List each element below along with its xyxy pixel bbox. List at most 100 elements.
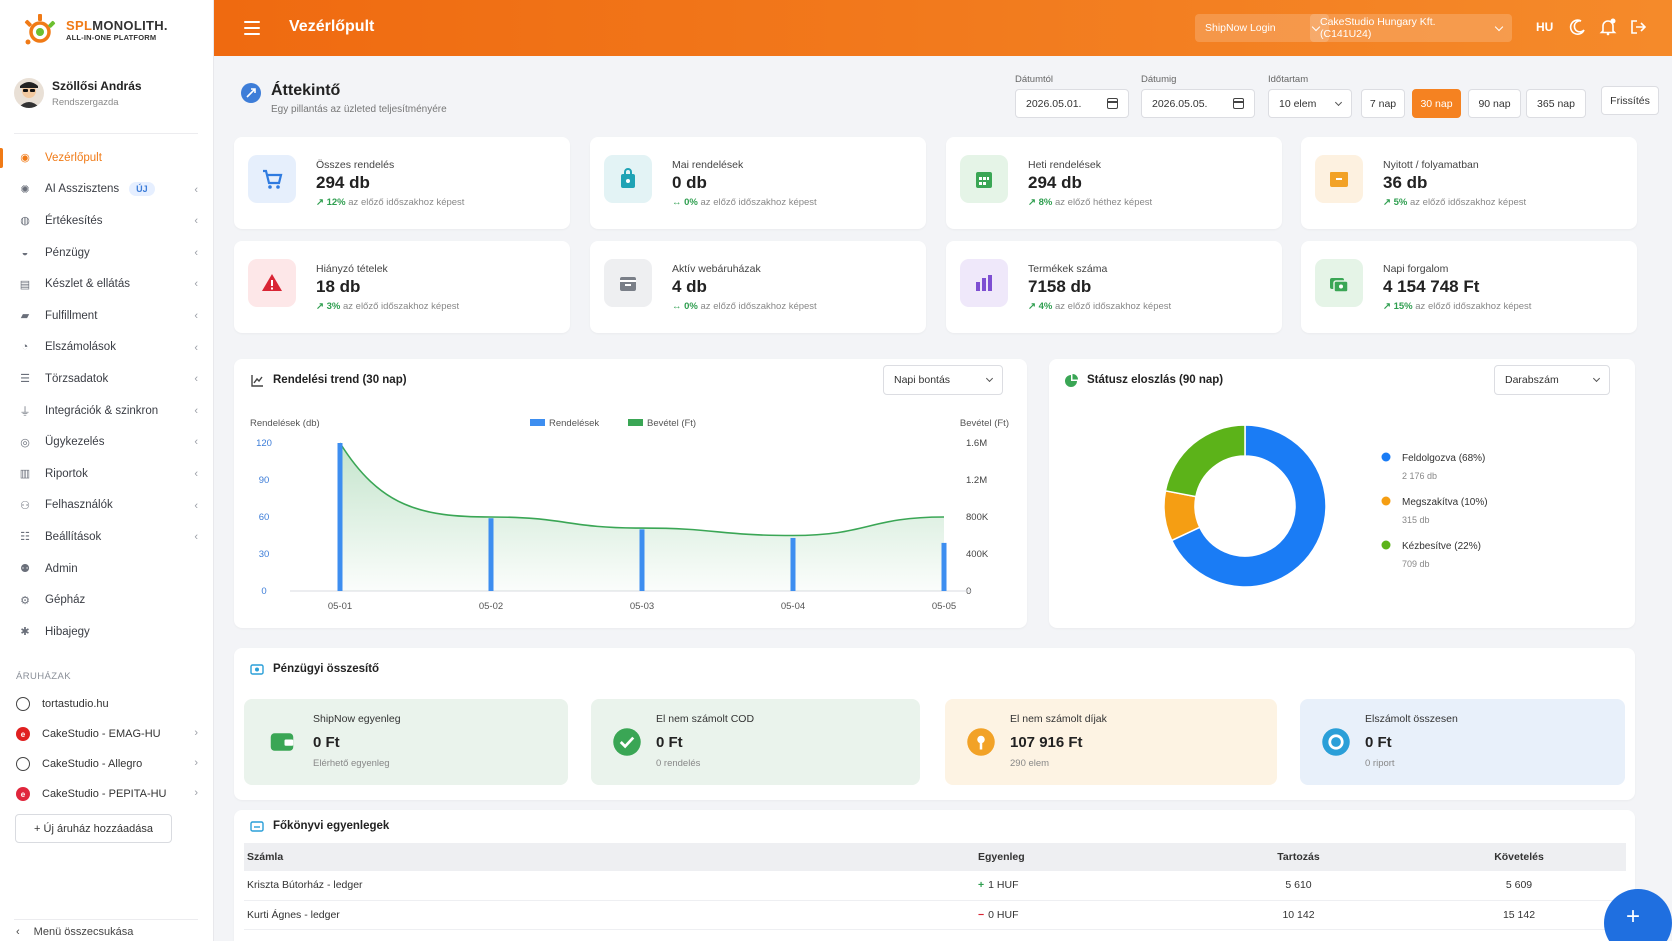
x-tick-label: 05-03 [630, 601, 654, 612]
store-label: tortastudio.hu [42, 698, 109, 710]
sidebar-item-vezerlopult[interactable]: ◉ Vezérlőpult [0, 142, 214, 174]
store-label: CakeStudio - Allegro [42, 758, 143, 770]
legend-swatch [628, 419, 643, 426]
sidebar: SPLMONOLITH. ALL-IN-ONE PLATFORM Szöllős… [0, 0, 214, 941]
sidebar-item-admin[interactable]: ⚉ Admin [0, 553, 214, 585]
sidebar-item-hibajegy[interactable]: ✱ Hibajegy [0, 616, 214, 648]
plus-icon: + [1626, 903, 1641, 930]
date-to-input[interactable]: 2026.05.05. [1141, 89, 1255, 118]
sidebar-item-keszlet-ellatas[interactable]: ▤ Készlet & ellátás ‹ [0, 268, 214, 300]
stat-change-note: az előző időszakhoz képest [1054, 301, 1172, 312]
donut-slice[interactable] [1170, 424, 1327, 588]
donut-slice[interactable] [1164, 424, 1246, 498]
sidebar-item-penzugy[interactable]: ◒ Pénzügy ‹ [0, 237, 214, 269]
store-item[interactable]: tortastudio.hu [0, 689, 214, 719]
company-select[interactable]: CakeStudio Hungary Kft. (C141U24) [1310, 14, 1512, 42]
table-row[interactable]: Kriszta Bútorház - ledger +1 HUF 5 610 5 60… [244, 871, 1626, 901]
chevron-right-icon: › [194, 757, 198, 769]
stat-change-pct: 15% [1393, 301, 1413, 312]
stat-card[interactable]: Nyitott / folyamatban 36 db ↗ 5% az előző … [1301, 137, 1637, 229]
avatar [14, 78, 44, 108]
stat-card[interactable]: Heti rendelések 294 db ↗ 8% az előző héthe… [946, 137, 1282, 229]
notification-bell-icon[interactable] [1599, 18, 1617, 36]
col-debit[interactable]: Tartozás [1185, 843, 1412, 871]
orders-bar[interactable] [337, 443, 343, 591]
col-balance[interactable]: Egyenleg [975, 843, 1185, 871]
col-account[interactable]: Számla [244, 843, 975, 871]
store-item[interactable]: e CakeStudio - PEPITA-HU › [0, 779, 214, 809]
sidebar-item-label: Pénzügy [45, 246, 90, 259]
logo-mark-icon [22, 12, 58, 48]
add-fab-button[interactable]: + [1604, 889, 1672, 941]
stat-card[interactable]: Összes rendelés 294 db ↗ 12% az előző idős… [234, 137, 570, 229]
sidebar-item-label: Hibajegy [45, 625, 90, 638]
language-selector[interactable]: HU [1536, 20, 1554, 34]
store-item[interactable]: e CakeStudio - EMAG-HU › [0, 719, 214, 749]
sidebar-item-torzsadatok[interactable]: ☰ Törzsadatok ‹ [0, 363, 214, 395]
finance-card-item[interactable]: El nem számolt díjak 107 916 Ft 290 elem [945, 699, 1277, 785]
finance-card-item[interactable]: ShipNow egyenleg 0 Ft Elérhető egyenleg [244, 699, 568, 785]
orders-bar[interactable] [488, 518, 494, 591]
stat-card[interactable]: Napi forgalom 4 154 748 Ft ↗ 15% az előző … [1301, 241, 1637, 333]
store-item[interactable]: CakeStudio - Allegro › [0, 749, 214, 779]
period-365-button[interactable]: 365 nap [1526, 89, 1586, 118]
sidebar-item-label: Értékesítés [45, 214, 103, 227]
chevron-left-icon: ‹ [194, 215, 198, 228]
sidebar-item-felhasznalok[interactable]: ⚇ Felhasználók ‹ [0, 490, 214, 522]
dark-mode-icon[interactable] [1569, 18, 1587, 36]
refresh-button[interactable]: Frissítés [1601, 86, 1659, 115]
logo[interactable]: SPLMONOLITH. ALL-IN-ONE PLATFORM [22, 10, 168, 50]
stat-card[interactable]: Mai rendelések 0 db ↔ 0% az előző időszakh… [590, 137, 926, 229]
sidebar-item-ugykezeles[interactable]: ◎ Ügykezelés ‹ [0, 426, 214, 458]
finance-card-item[interactable]: El nem számolt COD 0 Ft 0 rendelés [591, 699, 920, 785]
shipnow-login-dropdown[interactable]: ShipNow Login [1195, 14, 1329, 42]
logo-tagline: ALL-IN-ONE PLATFORM [66, 32, 157, 42]
status-metric-select[interactable]: Darabszám [1494, 365, 1610, 395]
stat-card[interactable]: Hiányzó tételek 18 db ↗ 3% az előző idősza… [234, 241, 570, 333]
sidebar-item-gephaz[interactable]: ⚙ Gépház [0, 584, 214, 616]
orders-bar[interactable] [790, 537, 796, 591]
dashboard-icon: ◉ [20, 152, 30, 165]
date-to-label: Dátumig [1141, 74, 1177, 85]
col-credit[interactable]: Követelés [1412, 843, 1626, 871]
y2-tick-label: 800K [966, 512, 989, 523]
orders-bar[interactable] [639, 529, 645, 591]
sidebar-item-riportok[interactable]: ▥ Riportok ‹ [0, 458, 214, 490]
logout-icon[interactable] [1629, 18, 1647, 36]
finance-card-item[interactable]: Elszámolt összesen 0 Ft 0 riport [1300, 699, 1625, 785]
hamburger-menu-icon[interactable] [244, 21, 260, 35]
stat-card[interactable]: Termékek száma 7158 db ↗ 4% az előző idősz… [946, 241, 1282, 333]
collapse-menu-button[interactable]: ‹ Menü összecsukása [16, 926, 133, 938]
stat-change-note: az előző időszakhoz képest [1409, 197, 1527, 208]
table-row[interactable]: Kurti Ágnes - ledger −0 HUF 10 142 15 142 [244, 900, 1626, 930]
sidebar-item-ai-asszisztens[interactable]: ✺ AI Asszisztens ÚJ ‹ [0, 174, 214, 206]
wallet-icon [266, 726, 298, 758]
chevron-left-icon: ‹ [194, 467, 198, 480]
period-7-button[interactable]: 7 nap [1361, 89, 1405, 118]
trend-granularity-select[interactable]: Napi bontás [883, 365, 1003, 395]
period-30-button[interactable]: 30 nap [1412, 89, 1461, 118]
account-cell: Kurti Ágnes - ledger [244, 900, 975, 930]
date-from-input[interactable]: 2026.05.01. [1015, 89, 1129, 118]
sidebar-item-fulfillment[interactable]: ▰ Fulfillment ‹ [0, 300, 214, 332]
add-store-button[interactable]: + Új áruház hozzáadása [15, 814, 172, 843]
period-90-button[interactable]: 90 nap [1468, 89, 1521, 118]
sidebar-item-beallitasok[interactable]: ☷ Beállítások ‹ [0, 521, 214, 553]
stat-label: Napi forgalom [1383, 263, 1449, 275]
stat-label: Termékek száma [1028, 263, 1108, 275]
balance-sign: − [978, 908, 985, 921]
stat-card[interactable]: Aktív webáruházak 4 db ↔ 0% az előző idősz… [590, 241, 926, 333]
balance-sign: + [978, 879, 985, 892]
sidebar-item-label: Készlet & ellátás [45, 278, 131, 291]
status-metric-value: Darabszám [1505, 374, 1559, 386]
range-select[interactable]: 10 elem [1268, 89, 1352, 118]
sidebar-item-ertekesites[interactable]: ◍ Értékesítés ‹ [0, 205, 214, 237]
date-from-label: Dátumtól [1015, 74, 1054, 85]
stat-change: ↔ 0% az előző időszakhoz képest [672, 197, 817, 208]
sidebar-item-elszamolasok[interactable]: ◔ Elszámolások ‹ [0, 332, 214, 364]
sidebar-item-integraciok-szinkron[interactable]: ⏚ Integrációk & szinkron ‹ [0, 395, 214, 427]
user-profile[interactable]: Szöllősi András Rendszergazda [14, 78, 142, 108]
orders-bar[interactable] [941, 542, 947, 591]
legend-label: Bevétel (Ft) [647, 418, 696, 429]
stat-change: ↗ 12% az előző időszakhoz képest [316, 197, 464, 208]
